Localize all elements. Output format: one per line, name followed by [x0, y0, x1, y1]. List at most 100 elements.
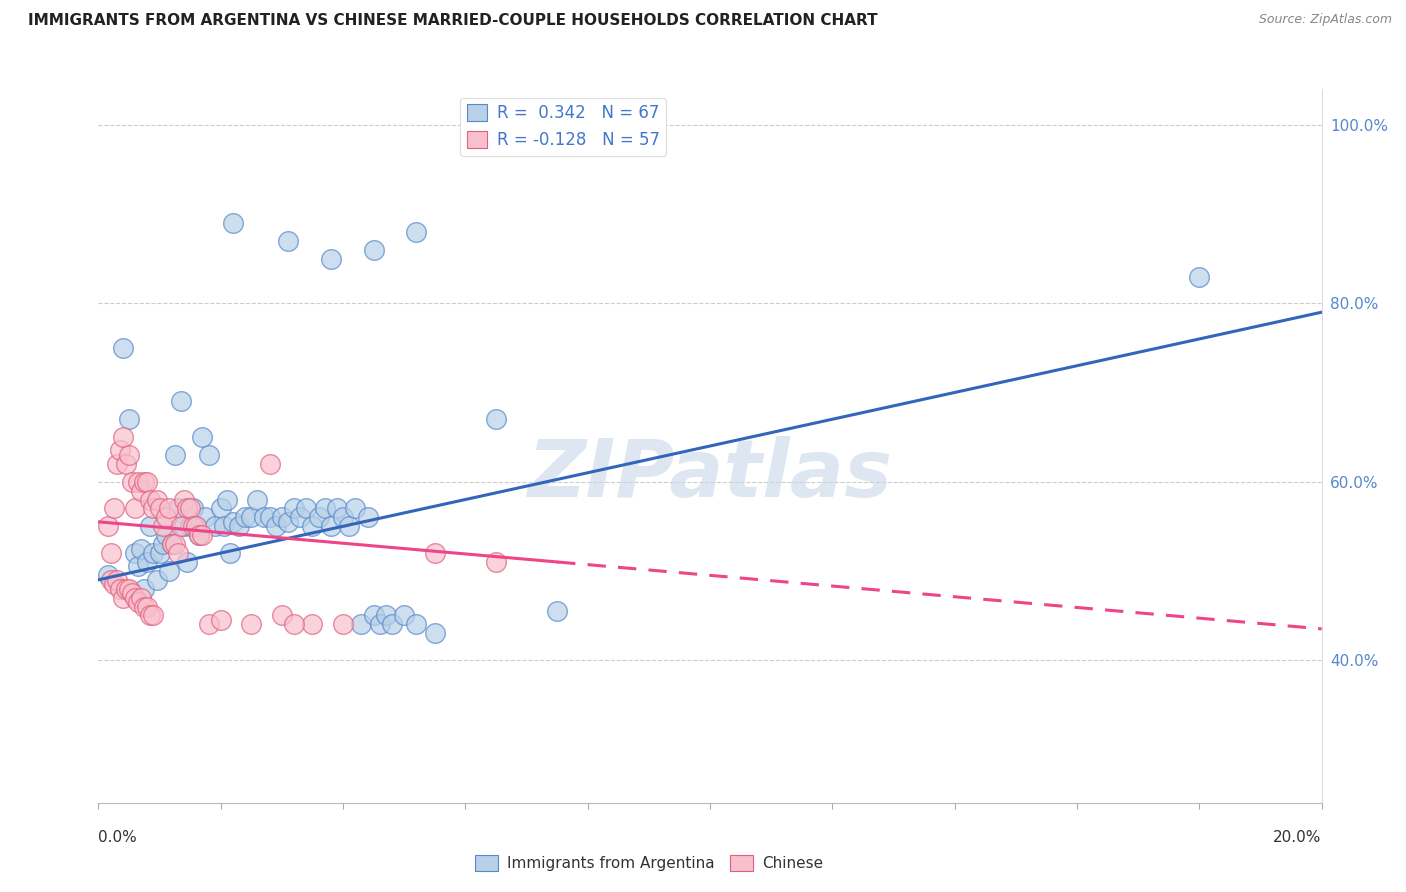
Point: [181, 519, 204, 533]
Point: [170, 394, 193, 409]
Text: IMMIGRANTS FROM ARGENTINA VS CHINESE MARRIED-COUPLE HOUSEHOLDS CORRELATION CHART: IMMIGRANTS FROM ARGENTINA VS CHINESE MAR…: [28, 13, 877, 29]
Point: [129, 483, 152, 498]
Point: [181, 501, 204, 516]
Point: [111, 591, 134, 605]
Point: [283, 617, 305, 632]
Point: [163, 537, 186, 551]
Legend: Immigrants from Argentina, Chinese: Immigrants from Argentina, Chinese: [468, 849, 830, 877]
Point: [155, 510, 177, 524]
Point: [277, 234, 299, 248]
Point: [111, 430, 134, 444]
Point: [157, 564, 180, 578]
Point: [129, 591, 152, 605]
Point: [176, 501, 198, 516]
Point: [105, 457, 128, 471]
Point: [179, 501, 201, 516]
Point: [142, 546, 165, 560]
Point: [264, 519, 287, 533]
Point: [179, 519, 201, 533]
Point: [127, 559, 149, 574]
Point: [277, 515, 299, 529]
Point: [332, 510, 354, 524]
Point: [344, 501, 367, 516]
Point: [191, 430, 214, 444]
Point: [363, 243, 385, 257]
Point: [134, 582, 156, 596]
Point: [176, 555, 198, 569]
Point: [100, 546, 122, 560]
Point: [108, 582, 131, 596]
Point: [97, 568, 120, 582]
Point: [209, 501, 232, 516]
Point: [115, 457, 138, 471]
Point: [149, 546, 172, 560]
Text: ZIPatlas: ZIPatlas: [527, 435, 893, 514]
Point: [546, 604, 568, 618]
Point: [405, 617, 427, 632]
Point: [118, 582, 141, 596]
Point: [188, 528, 211, 542]
Text: 20.0%: 20.0%: [1274, 830, 1322, 845]
Point: [103, 577, 125, 591]
Text: 0.0%: 0.0%: [98, 830, 138, 845]
Point: [212, 519, 235, 533]
Point: [139, 492, 162, 507]
Point: [105, 573, 128, 587]
Point: [136, 555, 159, 569]
Point: [186, 519, 208, 533]
Point: [142, 501, 165, 516]
Point: [152, 537, 174, 551]
Point: [103, 501, 125, 516]
Point: [368, 617, 391, 632]
Point: [485, 555, 508, 569]
Point: [363, 608, 385, 623]
Point: [173, 492, 195, 507]
Point: [356, 510, 378, 524]
Point: [314, 501, 336, 516]
Point: [215, 492, 238, 507]
Point: [209, 613, 232, 627]
Point: [170, 519, 193, 533]
Point: [100, 573, 122, 587]
Point: [270, 608, 294, 623]
Point: [222, 216, 245, 230]
Point: [97, 519, 120, 533]
Point: [155, 528, 177, 542]
Point: [1188, 269, 1211, 284]
Point: [160, 537, 183, 551]
Point: [145, 492, 167, 507]
Point: [392, 608, 416, 623]
Point: [167, 546, 190, 560]
Point: [121, 586, 143, 600]
Point: [124, 591, 146, 605]
Point: [188, 528, 211, 542]
Point: [228, 519, 250, 533]
Point: [121, 475, 143, 489]
Point: [191, 528, 214, 542]
Point: [197, 448, 219, 462]
Point: [139, 608, 162, 623]
Point: [142, 608, 165, 623]
Point: [136, 599, 159, 614]
Point: [308, 510, 330, 524]
Point: [149, 501, 172, 516]
Point: [108, 443, 131, 458]
Point: [127, 475, 149, 489]
Point: [219, 546, 242, 560]
Point: [167, 501, 190, 516]
Point: [127, 595, 149, 609]
Point: [326, 501, 349, 516]
Point: [139, 519, 162, 533]
Point: [118, 448, 141, 462]
Point: [485, 412, 508, 426]
Point: [240, 617, 263, 632]
Point: [160, 537, 183, 551]
Point: [381, 617, 404, 632]
Point: [246, 492, 269, 507]
Point: [222, 515, 245, 529]
Point: [301, 617, 323, 632]
Point: [152, 519, 174, 533]
Point: [111, 341, 134, 355]
Point: [163, 448, 186, 462]
Point: [136, 475, 159, 489]
